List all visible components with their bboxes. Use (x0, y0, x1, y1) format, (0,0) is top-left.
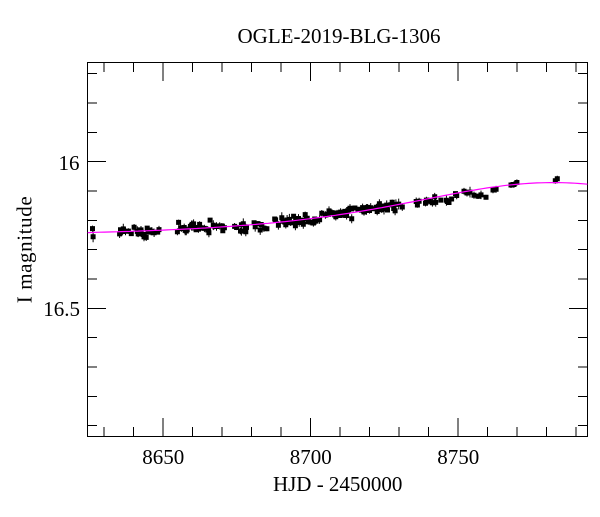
svg-text:8750: 8750 (437, 445, 479, 469)
svg-text:16.5: 16.5 (43, 297, 80, 321)
svg-text:HJD - 2450000: HJD - 2450000 (273, 472, 403, 496)
svg-text:8650: 8650 (142, 445, 184, 469)
svg-text:8700: 8700 (290, 445, 332, 469)
svg-text:I magnitude: I magnitude (13, 196, 37, 304)
svg-text:OGLE-2019-BLG-1306: OGLE-2019-BLG-1306 (238, 24, 441, 48)
svg-text:16: 16 (59, 151, 80, 175)
